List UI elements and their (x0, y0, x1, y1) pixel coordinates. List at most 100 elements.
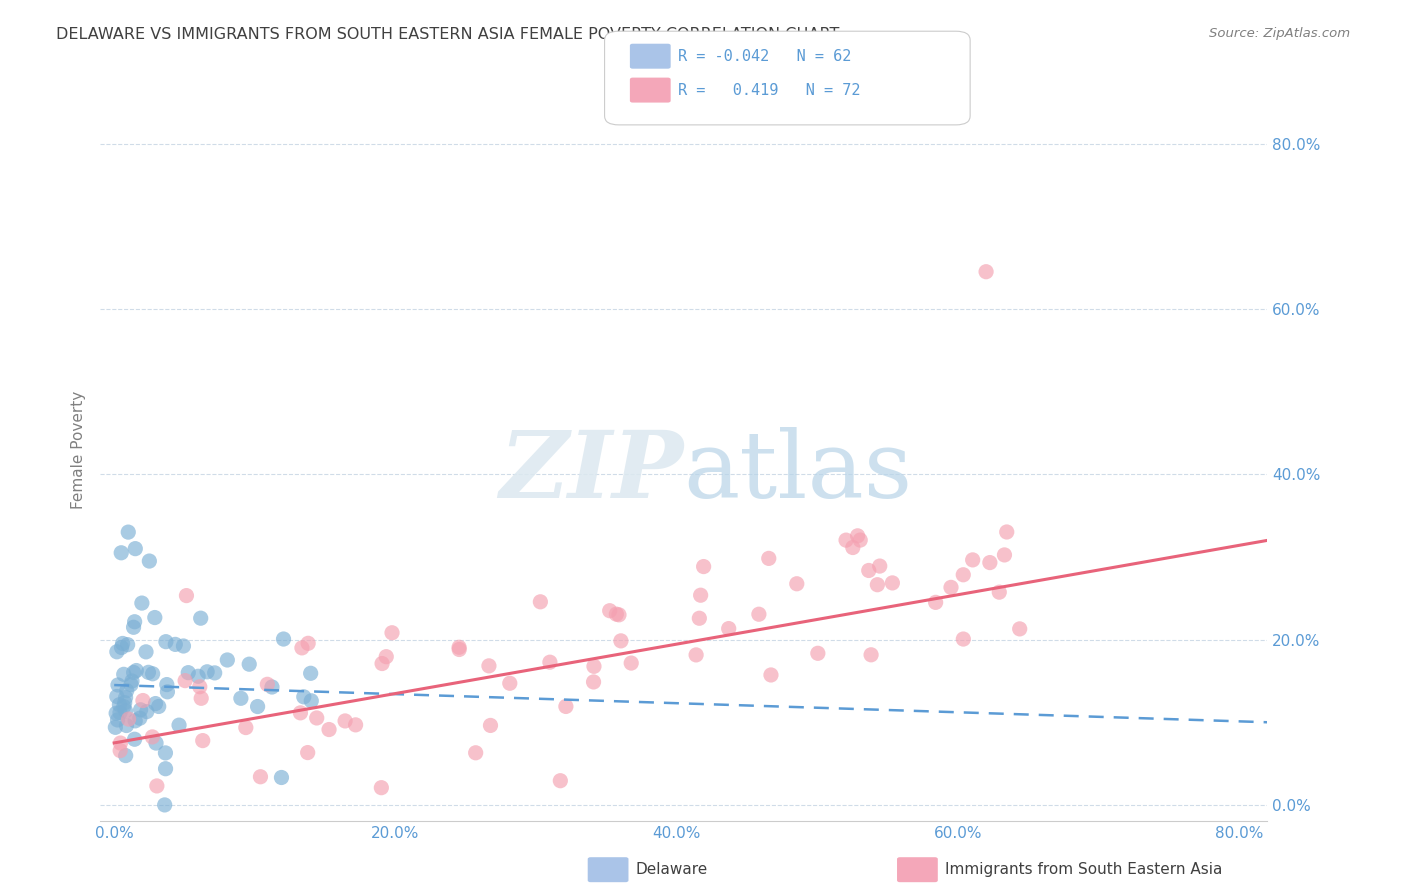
Point (370, 780, 392, 795)
Point (117, 712, 139, 726)
Point (599, 604, 621, 618)
Point (131, 596, 153, 610)
Point (155, 634, 177, 648)
Point (849, 533, 872, 547)
Text: atlas: atlas (683, 426, 912, 516)
Point (292, 690, 315, 704)
Point (107, 713, 129, 727)
Point (195, 665, 218, 679)
Point (135, 705, 157, 719)
Point (142, 666, 165, 681)
Point (117, 638, 139, 652)
Point (110, 640, 132, 655)
Point (270, 771, 292, 785)
Point (620, 656, 643, 670)
Point (155, 746, 177, 760)
Point (128, 711, 150, 725)
Point (988, 585, 1011, 599)
Point (108, 706, 131, 720)
Point (114, 696, 136, 710)
Point (786, 576, 808, 591)
Point (167, 718, 190, 732)
Point (297, 636, 319, 650)
Point (610, 633, 633, 648)
Point (582, 659, 605, 673)
Point (869, 559, 891, 574)
Point (290, 706, 312, 720)
Text: DELAWARE VS IMMIGRANTS FROM SOUTH EASTERN ASIA FEMALE POVERTY CORRELATION CHART: DELAWARE VS IMMIGRANTS FROM SOUTH EASTER… (56, 27, 839, 42)
Point (115, 718, 138, 732)
Point (217, 653, 239, 667)
Point (381, 625, 404, 640)
Point (122, 620, 145, 634)
Point (685, 648, 707, 662)
Point (108, 743, 131, 757)
Point (759, 668, 782, 682)
Point (108, 698, 131, 712)
Point (117, 525, 139, 540)
Point (105, 645, 128, 659)
Point (107, 678, 129, 692)
Point (146, 779, 169, 793)
Point (155, 762, 177, 776)
Text: ZIP: ZIP (499, 426, 683, 516)
Point (939, 580, 962, 594)
Point (607, 607, 630, 622)
Point (135, 645, 157, 659)
Text: Source: ZipAtlas.com: Source: ZipAtlas.com (1209, 27, 1350, 40)
Point (371, 657, 394, 671)
Point (449, 640, 471, 655)
Point (924, 595, 946, 609)
Point (538, 655, 561, 669)
Text: R = -0.042   N = 62: R = -0.042 N = 62 (678, 49, 851, 63)
Point (138, 665, 160, 680)
Text: R =   0.419   N = 72: R = 0.419 N = 72 (678, 83, 860, 97)
Point (156, 677, 179, 691)
Point (110, 736, 132, 750)
Point (174, 673, 197, 688)
Point (124, 732, 146, 747)
Point (758, 551, 780, 566)
Point (297, 746, 319, 760)
Point (165, 637, 187, 651)
Point (229, 691, 252, 706)
Point (807, 646, 830, 660)
Point (333, 714, 356, 728)
Point (256, 677, 278, 691)
Point (191, 733, 214, 747)
Point (114, 748, 136, 763)
Point (238, 657, 260, 672)
Point (866, 578, 889, 592)
Point (177, 665, 200, 680)
Point (846, 529, 869, 543)
Point (125, 664, 148, 678)
Point (114, 704, 136, 718)
Point (499, 676, 522, 690)
Point (692, 559, 714, 574)
Point (129, 703, 152, 717)
Point (979, 556, 1001, 570)
Point (249, 770, 271, 784)
Point (717, 622, 740, 636)
Point (246, 699, 269, 714)
Point (110, 546, 132, 560)
Point (121, 673, 143, 688)
Point (156, 685, 179, 699)
Point (605, 607, 627, 622)
Point (344, 718, 367, 732)
Point (260, 680, 283, 694)
Point (124, 541, 146, 556)
Point (582, 675, 605, 690)
Point (145, 697, 167, 711)
Point (748, 607, 770, 622)
Point (112, 699, 135, 714)
Point (124, 714, 146, 728)
Point (273, 632, 295, 646)
Point (305, 711, 328, 725)
Point (449, 642, 471, 657)
Point (172, 639, 194, 653)
Point (375, 649, 398, 664)
Point (104, 720, 127, 734)
Point (132, 693, 155, 707)
Point (993, 548, 1015, 562)
